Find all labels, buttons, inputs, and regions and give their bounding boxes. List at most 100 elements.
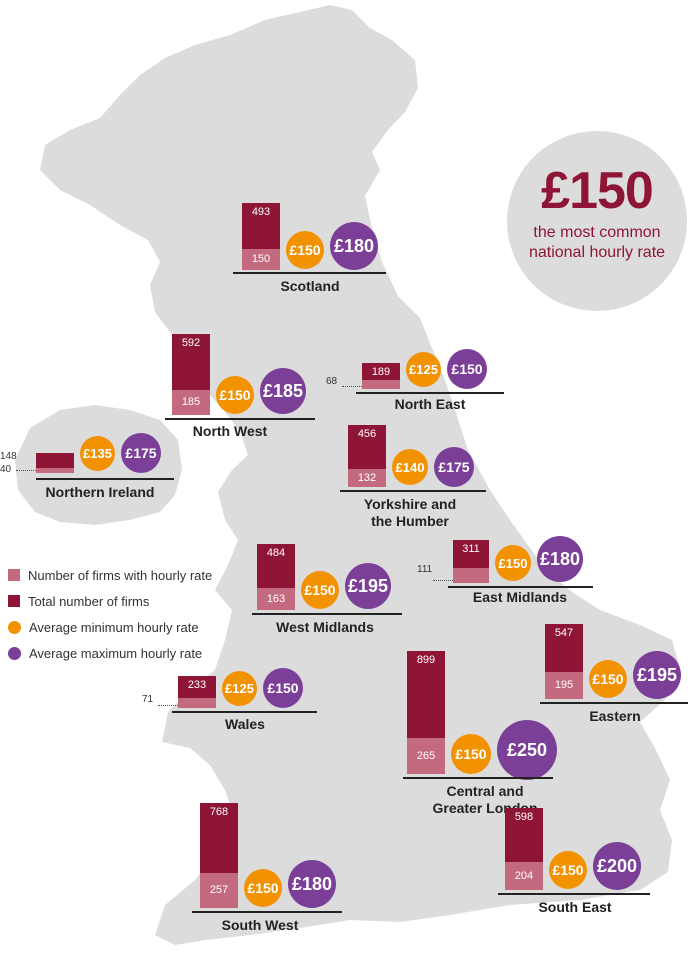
region-name: South West [221, 917, 299, 933]
bar-firms-with-hourly-rate [36, 468, 74, 473]
region-baseline [340, 490, 486, 492]
bar-total-label: 768 [209, 806, 229, 818]
bar-total-label: 148 [0, 451, 17, 462]
bar-total-label: 598 [514, 811, 534, 823]
region-baseline [36, 478, 174, 480]
legend-swatch-min-rate [8, 620, 21, 634]
bar-label-leader [16, 470, 36, 471]
max-rate-circle: £180 [288, 860, 336, 908]
bar-hourly-label: 71 [142, 694, 154, 705]
max-rate-circle: £150 [447, 349, 487, 389]
bar-hourly-label: 68 [326, 376, 338, 387]
min-rate-circle: £150 [451, 734, 491, 774]
region-name: Eastern [589, 708, 641, 724]
bar-total-label: 547 [554, 627, 574, 639]
legend-swatch-total [8, 595, 20, 607]
legend: Number of firms with hourly rate Total n… [8, 562, 212, 666]
min-rate-circle: £150 [301, 571, 339, 609]
bar-hourly-label: 257 [209, 884, 229, 896]
region-baseline [172, 711, 317, 713]
legend-label: Number of firms with hourly rate [28, 567, 213, 583]
region-name: Central and Greater London [432, 783, 537, 816]
max-rate-circle: £195 [633, 651, 681, 699]
max-rate-circle: £250 [497, 720, 557, 780]
bar-firms-with-hourly-rate [242, 249, 280, 270]
legend-label: Average minimum hourly rate [29, 619, 199, 635]
legend-item-min-rate: Average minimum hourly rate [8, 614, 212, 640]
legend-label: Total number of firms [28, 593, 150, 609]
headline-caption: the most common national hourly rate [528, 224, 666, 261]
bar-total-label: 311 [462, 543, 480, 555]
bar-hourly-label: 150 [251, 253, 271, 265]
min-rate-circle: £150 [549, 851, 587, 889]
region-name: North West [192, 423, 268, 439]
bar-total-label: 233 [187, 679, 207, 691]
bar-firms-with-hourly-rate [453, 568, 489, 583]
bar-total-label: 456 [357, 428, 377, 440]
bar-hourly-label: 163 [266, 592, 286, 605]
bar-total-label: 899 [416, 654, 436, 666]
legend-item-hourly: Number of firms with hourly rate [8, 562, 212, 588]
bar-label-leader [158, 705, 178, 706]
region-name: West Midlands [276, 619, 374, 635]
min-rate-circle: £125 [222, 670, 257, 706]
bar-firms-with-hourly-rate [200, 873, 238, 908]
legend-item-total: Total number of firms [8, 588, 212, 614]
headline-badge: £150 the most common national hourly rat… [507, 131, 687, 311]
region-baseline [448, 586, 593, 588]
min-rate-circle: £125 [406, 351, 441, 387]
min-rate-circle: £150 [589, 660, 627, 698]
min-rate-circle: £150 [495, 545, 531, 581]
region-baseline [403, 777, 553, 779]
region-name: North East [394, 396, 466, 412]
bar-firms-with-hourly-rate [545, 672, 583, 699]
bar-total-label: 189 [371, 366, 391, 378]
bar-total-label: 493 [251, 206, 271, 218]
region-baseline [252, 613, 402, 615]
max-rate-circle: £150 [263, 668, 303, 708]
max-rate-circle: £175 [121, 433, 161, 473]
bar-firms-with-hourly-rate [348, 469, 386, 487]
bar-total-label: 592 [181, 337, 201, 349]
max-rate-circle: £180 [537, 536, 583, 582]
region-baseline [165, 418, 315, 420]
legend-label: Average maximum hourly rate [29, 645, 203, 661]
region-name: Wales [225, 716, 265, 732]
bar-label-leader [342, 386, 362, 387]
region-baseline [356, 392, 504, 394]
bar-total-label: 484 [266, 547, 286, 559]
bar-firms-with-hourly-rate [505, 862, 543, 890]
region-name: Scotland [280, 278, 340, 294]
max-rate-circle: £185 [260, 368, 306, 414]
legend-item-max-rate: Average maximum hourly rate [8, 640, 212, 666]
region-baseline [498, 893, 650, 895]
bar-firms-with-hourly-rate [407, 738, 445, 774]
bar-hourly-label: 185 [181, 396, 201, 408]
region-name: South East [538, 899, 612, 915]
max-rate-circle: £195 [345, 563, 391, 609]
bar-hourly-label: 40 [0, 464, 12, 475]
bar-firms-with-hourly-rate [257, 588, 295, 610]
bar-firms-with-hourly-rate [178, 698, 216, 708]
bar-hourly-label: 195 [554, 679, 574, 691]
max-rate-circle: £175 [434, 447, 474, 487]
max-rate-circle: £180 [330, 222, 378, 270]
region-baseline [233, 272, 386, 274]
min-rate-circle: £135 [80, 435, 115, 471]
min-rate-circle: £150 [244, 869, 282, 907]
region-name: East Midlands [472, 589, 568, 605]
region-baseline [540, 702, 688, 704]
region-baseline [192, 911, 342, 913]
max-rate-circle: £200 [593, 842, 641, 890]
legend-swatch-max-rate [8, 646, 21, 660]
min-rate-circle: £140 [392, 449, 428, 485]
headline-value: £150 [541, 162, 654, 220]
bar-hourly-label: 204 [514, 869, 534, 882]
bar-hourly-label: 111 [417, 564, 433, 575]
bar-label-leader [433, 580, 453, 581]
bar-hourly-label: 132 [357, 471, 377, 484]
legend-swatch-hourly [8, 569, 20, 581]
min-rate-circle: £150 [216, 376, 254, 414]
region-name: Yorkshire and the Humber [363, 496, 457, 529]
bar-hourly-label: 265 [416, 749, 436, 762]
